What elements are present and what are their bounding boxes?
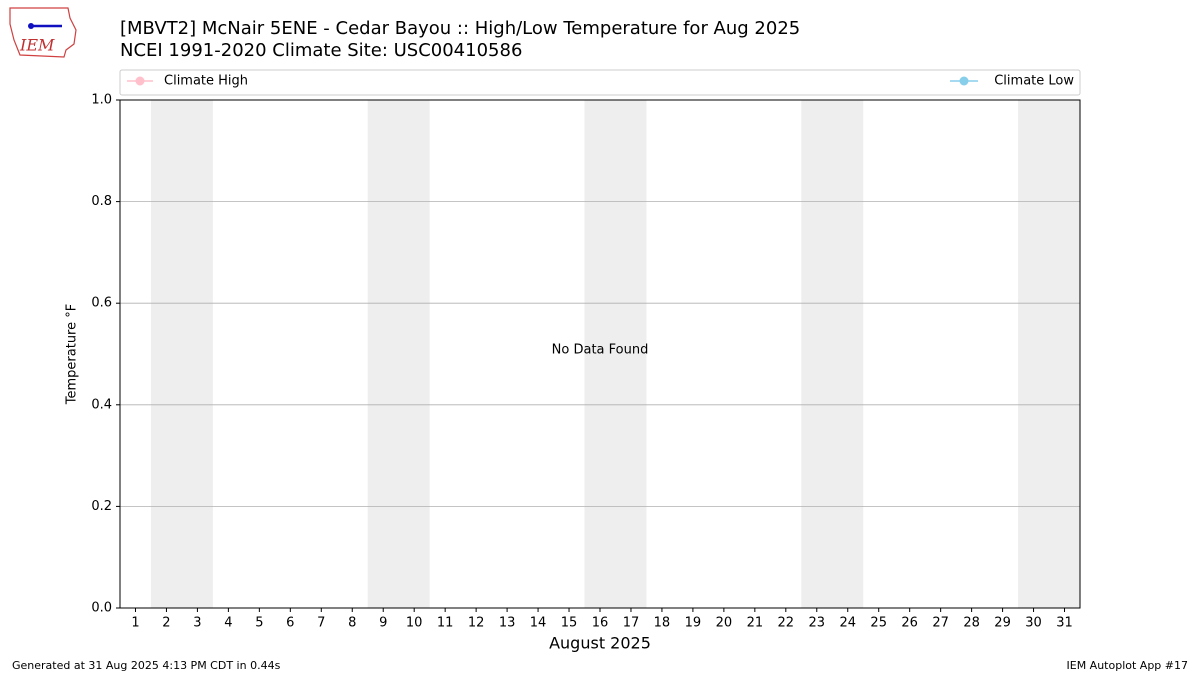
legend-marker: [959, 76, 969, 86]
x-tick-label: 2: [162, 616, 170, 631]
x-tick-label: 20: [716, 616, 733, 631]
x-tick-label: 8: [348, 616, 356, 631]
logo-outline: [9, 7, 77, 58]
y-tick-label: 0.0: [91, 601, 112, 616]
y-tick-label: 0.8: [91, 194, 112, 209]
x-tick-label: 25: [870, 616, 887, 631]
x-axis-label: August 2025: [549, 634, 651, 653]
x-tick-label: 21: [747, 616, 764, 631]
legend: [119, 69, 1081, 96]
plot-area: 0.00.20.40.60.81.01 2 3 4 5 6 7 8 9 10 11 12 13 14 15 1…: [91, 93, 1081, 631]
x-tick-label: 9: [379, 616, 387, 631]
logo-dot: [28, 23, 34, 29]
chart-subtitle: NCEI 1991-2020 Climate Site: USC00410586: [120, 40, 522, 61]
x-tick-label: 6: [286, 616, 294, 631]
x-tick-label: 29: [994, 616, 1011, 631]
x-tick-label: 28: [963, 616, 980, 631]
weekend-band: [584, 100, 647, 608]
chart-title: [MBVT2] McNair 5ENE - Cedar Bayou :: Hig…: [120, 18, 800, 39]
weekend-band: [367, 100, 430, 608]
footer-left: Generated at 31 Aug 2025 4:13 PM CDT in …: [12, 659, 281, 672]
x-tick-label: 26: [901, 616, 918, 631]
x-tick-label: 16: [592, 616, 609, 631]
legend-label: Climate High: [164, 74, 248, 89]
x-tick-label: 7: [317, 616, 325, 631]
y-tick-label: 1.0: [91, 93, 112, 108]
x-tick-label: 24: [839, 616, 856, 631]
legend-marker: [135, 76, 145, 86]
footer-right: IEM Autoplot App #17: [1067, 659, 1189, 672]
x-tick-label: 3: [193, 616, 201, 631]
y-tick-label: 0.4: [91, 397, 112, 412]
x-tick-label: 17: [623, 616, 640, 631]
weekend-band: [1018, 100, 1080, 608]
axes-frame: [119, 99, 1081, 609]
x-tick-label: 11: [437, 616, 454, 631]
x-tick-label: 31: [1056, 616, 1073, 631]
x-tick-label: 30: [1025, 616, 1042, 631]
x-tick-label: 10: [406, 616, 423, 631]
x-tick-label: 13: [499, 616, 516, 631]
x-tick-label: 1: [131, 616, 139, 631]
x-tick-label: 23: [809, 616, 826, 631]
weekend-band: [801, 100, 864, 608]
legend-label: Climate Low: [994, 74, 1074, 89]
x-tick-label: 19: [685, 616, 702, 631]
y-axis-label: Temperature °F: [65, 304, 80, 405]
logo-text: IEM: [19, 36, 55, 55]
x-tick-label: 12: [468, 616, 485, 631]
x-tick-label: 18: [654, 616, 671, 631]
x-tick-label: 27: [932, 616, 949, 631]
x-tick-label: 22: [778, 616, 795, 631]
x-tick-label: 4: [224, 616, 232, 631]
y-tick-label: 0.2: [91, 499, 112, 514]
y-tick-label: 0.6: [91, 296, 112, 311]
x-tick-label: 15: [561, 616, 578, 631]
x-tick-label: 14: [530, 616, 547, 631]
weekend-band: [150, 100, 213, 608]
logo: IEM: [9, 7, 77, 58]
x-tick-label: 5: [255, 616, 263, 631]
annotation: No Data Found: [552, 343, 649, 358]
